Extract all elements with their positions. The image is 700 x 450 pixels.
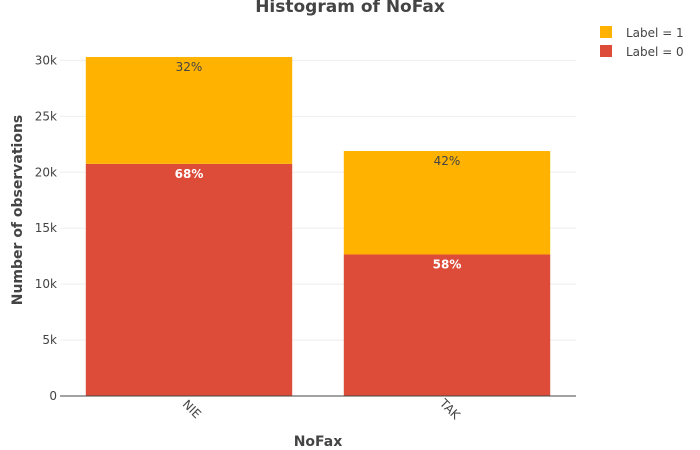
legend[interactable]: Label = 1 Label = 0 <box>600 26 684 59</box>
bar-segment[interactable] <box>85 57 293 164</box>
bars: 68% 32% 58% 42% <box>85 57 551 396</box>
y-tick-label: 25k <box>35 109 57 123</box>
legend-label[interactable]: Label = 1 <box>626 26 684 40</box>
x-tick-label: TAK <box>436 396 463 423</box>
x-axis: NIE TAK <box>60 395 576 423</box>
y-tick-label: 0 <box>49 389 57 403</box>
x-axis-title: NoFax <box>294 434 343 450</box>
bar-data-label: 68% <box>175 167 204 181</box>
x-tick-label: NIE <box>180 397 204 421</box>
y-axis: 0 5k 10k 15k 20k 25k 30k <box>35 53 57 403</box>
chart-title: Histogram of NoFax <box>255 0 445 17</box>
bar-segment[interactable] <box>85 163 293 396</box>
legend-label[interactable]: Label = 0 <box>626 45 684 59</box>
bar-data-label: 42% <box>434 154 461 168</box>
y-tick-label: 15k <box>35 221 57 235</box>
legend-swatch[interactable] <box>600 45 612 57</box>
y-tick-label: 30k <box>35 53 57 67</box>
y-tick-label: 10k <box>35 277 57 291</box>
y-axis-title: Number of observations <box>10 115 26 306</box>
legend-swatch[interactable] <box>600 26 612 38</box>
bar-segment[interactable] <box>343 254 551 396</box>
bar-data-label: 58% <box>433 257 462 271</box>
y-tick-label: 5k <box>42 333 57 347</box>
bar-data-label: 32% <box>176 60 203 74</box>
y-tick-label: 20k <box>35 165 57 179</box>
bar-segment[interactable] <box>343 150 551 255</box>
